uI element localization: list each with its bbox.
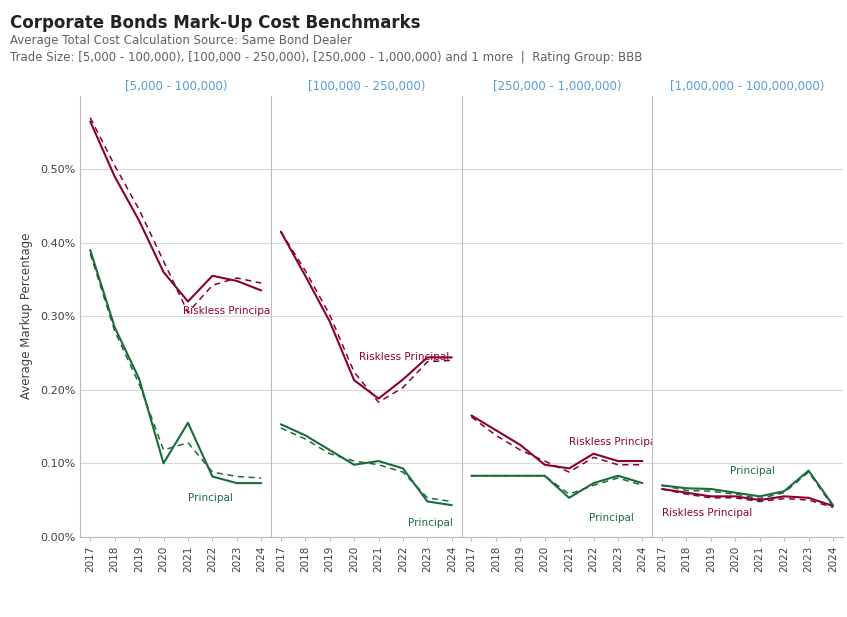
Text: Riskless Principal: Riskless Principal — [569, 437, 659, 447]
Text: Average Total Cost Calculation Source: Same Bond Dealer: Average Total Cost Calculation Source: S… — [10, 34, 352, 47]
Title: [250,000 - 1,000,000): [250,000 - 1,000,000) — [493, 80, 621, 93]
Title: [1,000,000 - 100,000,000): [1,000,000 - 100,000,000) — [670, 80, 825, 93]
Text: Riskless Principal: Riskless Principal — [183, 306, 274, 316]
Title: [100,000 - 250,000): [100,000 - 250,000) — [307, 80, 425, 93]
Y-axis label: Average Markup Percentage: Average Markup Percentage — [20, 233, 33, 399]
Text: Riskless Principal: Riskless Principal — [662, 508, 752, 518]
Text: Corporate Bonds Mark-Up Cost Benchmarks: Corporate Bonds Mark-Up Cost Benchmarks — [10, 14, 421, 31]
Text: Riskless Principal: Riskless Principal — [359, 352, 449, 362]
Text: Principal: Principal — [188, 492, 233, 503]
Text: Principal: Principal — [730, 466, 775, 476]
Title: [5,000 - 100,000): [5,000 - 100,000) — [125, 80, 227, 93]
Text: Trade Size: [5,000 - 100,000), [100,000 - 250,000), [250,000 - 1,000,000) and 1 : Trade Size: [5,000 - 100,000), [100,000 … — [10, 51, 643, 64]
Text: Principal: Principal — [408, 518, 453, 528]
Text: Principal: Principal — [589, 513, 634, 523]
